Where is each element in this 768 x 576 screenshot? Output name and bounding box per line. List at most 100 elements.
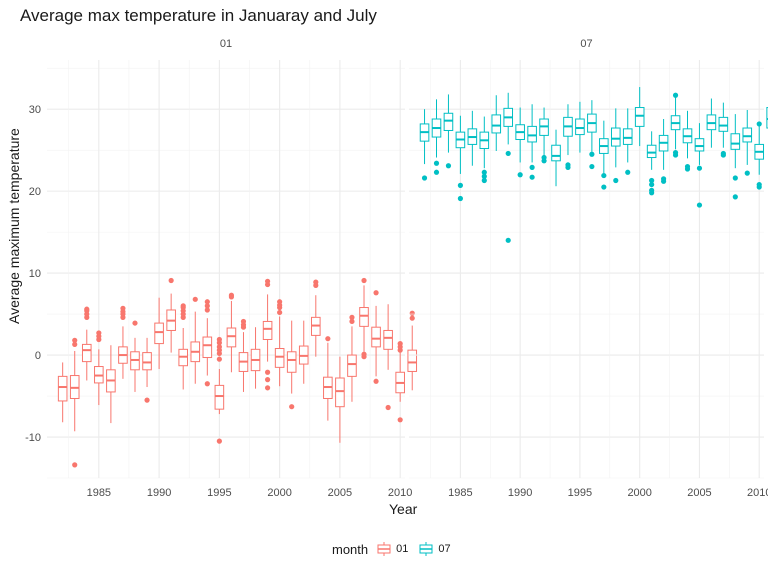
outlier-point <box>505 237 511 243</box>
box <box>226 327 237 348</box>
outlier-point <box>744 170 750 176</box>
legend-title: month <box>332 541 369 557</box>
x-tick-label: 1990 <box>508 487 532 499</box>
box <box>443 112 454 131</box>
outlier-point <box>529 164 535 170</box>
outlier-point <box>72 462 78 468</box>
box <box>154 322 164 345</box>
x-tick-label: 1995 <box>568 487 592 499</box>
box <box>335 377 345 408</box>
y-tick-label: 30 <box>29 104 41 116</box>
outlier-point <box>240 318 247 325</box>
outlier-point <box>409 315 415 321</box>
outlier-point <box>216 344 222 350</box>
outlier-point <box>421 175 428 181</box>
outlier-point <box>397 340 403 347</box>
outlier-point <box>361 351 367 357</box>
outlier-point <box>96 330 102 336</box>
x-tick-label: 2010 <box>747 487 768 499</box>
box <box>142 352 152 371</box>
box <box>347 354 357 377</box>
facet-strip-label: 07 <box>580 38 592 50</box>
outlier-point <box>349 318 355 325</box>
outlier-point <box>589 163 595 170</box>
box <box>202 336 213 359</box>
legend-label-07: 07 <box>438 543 451 555</box>
x-tick-label: 2010 <box>388 487 412 499</box>
outlier-point <box>481 169 487 175</box>
outlier-point <box>228 292 235 298</box>
box <box>646 144 657 159</box>
box <box>359 307 369 327</box>
box <box>551 144 561 162</box>
outlier-point <box>457 182 463 188</box>
outlier-point <box>216 356 222 362</box>
outlier-point <box>625 169 631 175</box>
outlier-point <box>696 165 703 171</box>
outlier-point <box>672 92 679 98</box>
outlier-point <box>505 150 511 157</box>
y-axis-label: Average maximum temperature <box>6 128 22 324</box>
outlier-point <box>84 306 90 312</box>
outlier-point <box>277 309 283 316</box>
box <box>766 107 768 129</box>
outlier-point <box>373 378 379 384</box>
y-tick-label: 0 <box>35 350 41 362</box>
box <box>491 114 502 134</box>
legend-label-01: 01 <box>396 543 409 555</box>
box <box>262 320 273 340</box>
outlier-point <box>601 184 607 190</box>
outlier-point <box>216 438 222 444</box>
box <box>214 384 225 410</box>
outlier-point <box>216 336 222 343</box>
outlier-point <box>385 404 391 411</box>
box <box>634 107 645 127</box>
box <box>718 116 729 132</box>
outlier-point <box>529 174 535 180</box>
outlier-point <box>672 150 679 156</box>
outlier-point <box>72 337 78 343</box>
x-tick-label: 1985 <box>448 487 472 499</box>
y-tick-label: 10 <box>29 268 41 280</box>
outlier-point <box>481 177 487 184</box>
box <box>371 326 381 348</box>
outlier-point <box>397 417 403 423</box>
outlier-point <box>565 162 571 168</box>
outlier-point <box>144 397 150 403</box>
x-tick-label: 2000 <box>267 487 291 499</box>
legend-key-07 <box>419 542 433 556</box>
outlier-point <box>445 163 452 169</box>
box <box>57 375 68 402</box>
box <box>274 348 285 368</box>
outlier-point <box>732 175 738 181</box>
outlier-point <box>313 279 319 285</box>
outlier-point <box>132 320 138 326</box>
x-axis-label: Year <box>389 501 418 517</box>
outlier-point <box>349 314 355 320</box>
box <box>527 125 537 143</box>
outlier-point <box>277 299 283 305</box>
box <box>286 351 297 373</box>
outlier-point <box>264 278 271 284</box>
box <box>81 343 92 363</box>
outlier-point <box>168 277 174 284</box>
outlier-point <box>684 163 691 170</box>
outlier-point <box>325 336 331 342</box>
outlier-point <box>589 151 595 157</box>
outlier-point <box>72 341 78 348</box>
box <box>694 138 705 152</box>
y-tick-label: 20 <box>29 186 41 198</box>
outlier-point <box>517 172 523 178</box>
outlier-point <box>720 150 726 157</box>
box <box>610 127 621 147</box>
outlier-point <box>289 404 295 410</box>
outlier-point <box>409 310 415 316</box>
outlier-point <box>192 296 198 302</box>
legend: month 01 07 <box>332 541 461 557</box>
facet-strip-label: 01 <box>220 38 232 50</box>
x-tick-label: 2005 <box>328 487 352 499</box>
x-tick-label: 1990 <box>147 487 171 499</box>
box <box>742 127 753 143</box>
box <box>407 349 418 372</box>
